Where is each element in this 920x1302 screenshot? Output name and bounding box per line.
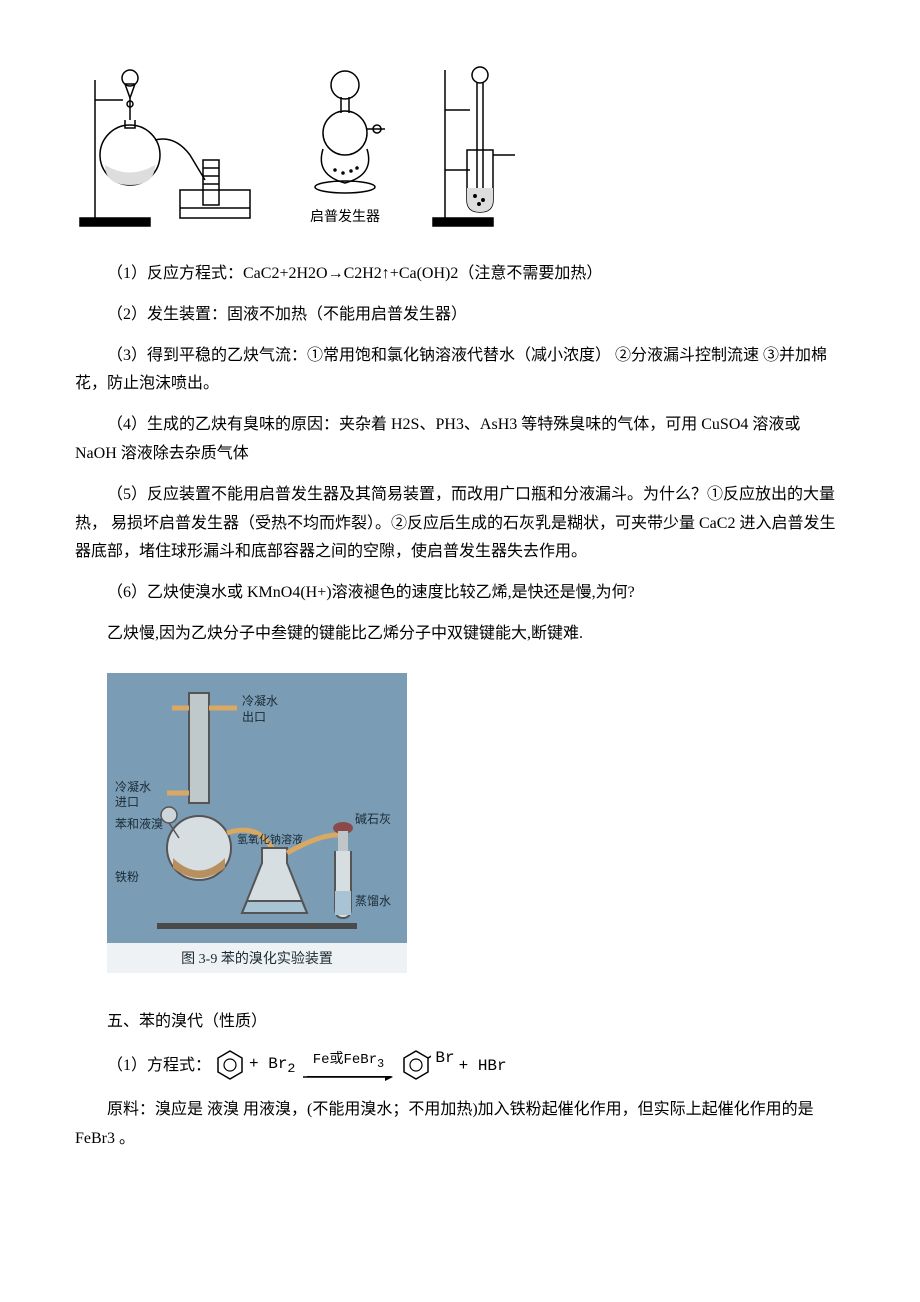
svg-text:氢氧化钠溶液: 氢氧化钠溶液 — [237, 832, 303, 846]
eq-plus-br2: + Br — [249, 1055, 287, 1073]
kipp-generator-figure: 启普发生器 — [285, 65, 405, 230]
section-5-title: 五、苯的溴代（性质） — [75, 1008, 845, 1037]
benzene-icon — [215, 1049, 245, 1083]
svg-text:进口: 进口 — [115, 795, 139, 809]
para-6: （6）乙炔使溴水或 KMnO4(H+)溶液褪色的速度比较乙烯,是快还是慢,为何? — [75, 579, 845, 608]
svg-text:出口: 出口 — [242, 710, 266, 724]
kipp-generator-sketch — [285, 65, 405, 205]
para-5: （5）反应装置不能用启普发生器及其简易装置，而改用广口瓶和分液漏斗。为什么？①反… — [75, 481, 845, 567]
kipp-label: 启普发生器 — [285, 205, 405, 230]
diagram-caption: 图 3-9 苯的溴化实验装置 — [181, 950, 333, 967]
bromination-diagram: 图 3-9 苯的溴化实验装置 冷凝水 出口 冷凝水 进口 苯和液溴 铁粉 — [107, 673, 407, 973]
para-1: （1）反应方程式：CaC2+2H2O→C2H2↑+Ca(OH)2（注意不需要加热… — [75, 260, 845, 289]
arrow-top-label: Fe或FeBr — [313, 1052, 377, 1068]
equation-line: （1）方程式： + Br2 Fe或FeBr3 Br + HBr — [75, 1048, 845, 1084]
apparatus-sketch-1 — [75, 60, 265, 230]
svg-text:碱石灰: 碱石灰 — [355, 812, 391, 826]
eq-plus-hbr: + HBr — [459, 1052, 507, 1081]
svg-text:苯和液溴: 苯和液溴 — [115, 816, 163, 831]
eq-br-label: Br — [435, 1044, 454, 1073]
para-3: （3）得到平稳的乙炔气流：①常用饱和氯化钠溶液代替水（减小浓度） ②分液漏斗控制… — [75, 342, 845, 400]
para-2: （2）发生装置：固液不加热（不能用启普发生器） — [75, 301, 845, 330]
apparatus-figure-row: 启普发生器 — [75, 60, 845, 230]
bromobenzene-icon — [401, 1049, 431, 1083]
svg-text:蒸馏水: 蒸馏水 — [355, 894, 391, 908]
svg-text:铁粉: 铁粉 — [115, 870, 139, 884]
para-8: 原料：溴应是 液溴 用液溴，(不能用溴水；不用加热)加入铁粉起催化作用，但实际上… — [75, 1096, 845, 1154]
apparatus-sketch-3 — [425, 60, 535, 230]
para-7: 乙炔慢,因为乙炔分子中叁键的键能比乙烯分子中双键键能大,断键难. — [75, 620, 845, 649]
equation-lead: （1）方程式： — [107, 1052, 211, 1081]
svg-text:冷凝水: 冷凝水 — [115, 779, 151, 794]
para-4: （4）生成的乙炔有臭味的原因：夹杂着 H2S、PH3、AsH3 等特殊臭味的气体… — [75, 411, 845, 469]
svg-text:冷凝水: 冷凝水 — [242, 693, 278, 708]
